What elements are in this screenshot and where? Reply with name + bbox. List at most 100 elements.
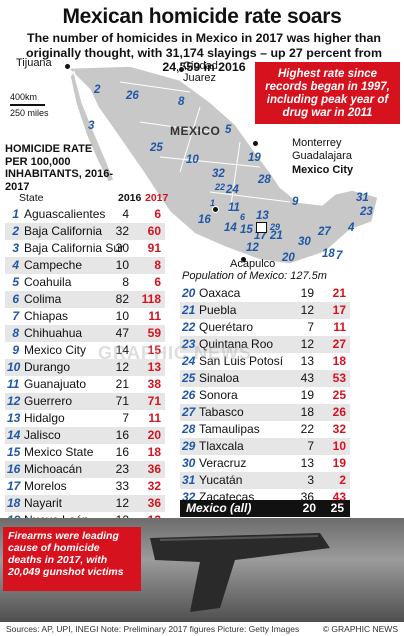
map-number: 13	[256, 210, 269, 222]
state-name: Coahuila	[24, 275, 72, 289]
state-number: 15	[7, 445, 21, 459]
state-name: Sonora	[199, 388, 238, 402]
map-number: 19	[248, 152, 261, 164]
table-row: 16 Michoacán 23 36	[5, 461, 165, 478]
total-2017: 25	[330, 501, 344, 515]
map-number: 2	[94, 84, 101, 96]
state-name: Tlaxcala	[199, 439, 244, 453]
city-label-mexico-city: Mexico City	[292, 164, 354, 176]
value-2016: 19	[300, 286, 314, 300]
value-2016: 47	[115, 326, 129, 340]
state-number: 9	[12, 343, 19, 357]
map-number: 3	[88, 120, 95, 132]
value-2016: 16	[115, 428, 129, 442]
city-label-monterrey: Monterrey	[292, 137, 342, 149]
city-dot	[252, 140, 259, 147]
value-2016: 22	[300, 422, 314, 436]
value-2016: 12	[115, 360, 129, 374]
state-number: 1	[12, 207, 19, 221]
table-row: 7 Chiapas 10 11	[5, 308, 165, 325]
value-2017: 25	[332, 388, 346, 402]
state-number: 17	[7, 479, 21, 493]
value-2016: 7	[122, 411, 129, 425]
mexico-map: MEXICO 2 3 26 8 5 25 10 19 28 32 24 1 11…	[60, 62, 380, 267]
table-row: 12 Guerrero 71 71	[5, 393, 165, 410]
value-2016: 8	[122, 275, 129, 289]
value-2016: 71	[115, 394, 129, 408]
value-2017: 13	[147, 360, 161, 374]
map-number: 29	[270, 222, 281, 232]
value-2016: 32	[115, 224, 129, 238]
map-number: 9	[292, 196, 299, 208]
state-number: 3	[12, 241, 19, 255]
value-2016: 7	[307, 320, 314, 334]
handgun-illustration	[150, 533, 330, 612]
value-2017: 36	[147, 496, 161, 510]
col-state: State	[19, 192, 44, 204]
value-2016: 12	[300, 303, 314, 317]
state-name: Hidalgo	[24, 411, 65, 425]
mexico-map-shape	[66, 65, 379, 265]
table-row: 5 Coahuila 8 6	[5, 274, 165, 291]
value-2016: 13	[300, 456, 314, 470]
state-number: 21	[182, 303, 196, 317]
value-2017: 18	[147, 445, 161, 459]
state-name: Chihuahua	[24, 326, 83, 340]
state-name: Mexico City	[24, 343, 87, 357]
table-row: 20 Oaxaca 19 21	[180, 285, 350, 302]
value-2017: 15	[147, 343, 161, 357]
map-number: 28	[258, 174, 271, 186]
map-number: 1	[210, 198, 216, 208]
city-dot	[178, 66, 185, 73]
value-2017: 10	[332, 439, 346, 453]
scale-bar	[10, 104, 45, 106]
value-2016: 16	[115, 445, 129, 459]
col-2017: 2017	[145, 192, 169, 204]
table-row: 29 Tlaxcala 7 10	[180, 438, 350, 455]
city-dot	[212, 206, 219, 213]
map-number: 32	[212, 168, 225, 180]
state-name: Michoacán	[24, 462, 83, 476]
table-row: 24 San Luis Potosí 13 18	[180, 353, 350, 370]
map-number: 11	[228, 202, 240, 214]
state-number: 30	[182, 456, 196, 470]
value-2017: 71	[147, 394, 161, 408]
state-name: Morelos	[24, 479, 67, 493]
state-number: 13	[7, 411, 21, 425]
state-number: 29	[182, 439, 196, 453]
value-2017: 60	[147, 224, 161, 238]
state-number: 4	[12, 258, 19, 272]
map-number: 25	[150, 142, 163, 154]
value-2017: 27	[332, 337, 346, 351]
state-name: Guerrero	[24, 394, 73, 408]
state-name: Baja California	[24, 224, 103, 238]
table-row: 6 Colima 82 118	[5, 291, 165, 308]
population-label: Population of Mexico: 127.5m	[182, 270, 327, 282]
table-row: 13 Hidalgo 7 11	[5, 410, 165, 427]
value-2016: 10	[115, 258, 129, 272]
state-number: 11	[7, 377, 20, 391]
map-number: 6	[240, 212, 246, 222]
value-2016: 3	[307, 473, 314, 487]
state-number: 28	[182, 422, 196, 436]
state-name: Colima	[24, 292, 62, 306]
state-number: 8	[12, 326, 19, 340]
credit-text: © GRAPHIC NEWS	[322, 624, 398, 634]
table-row: 21 Puebla 12 17	[180, 302, 350, 319]
state-number: 31	[182, 473, 196, 487]
value-2017: 59	[147, 326, 161, 340]
value-2017: 8	[154, 258, 161, 272]
table-row: 17 Morelos 33 32	[5, 478, 165, 495]
state-name: Durango	[24, 360, 71, 374]
state-number: 6	[12, 292, 19, 306]
map-number: 8	[178, 96, 185, 108]
state-name: Chiapas	[24, 309, 69, 323]
table-row: 26 Sonora 19 25	[180, 387, 350, 404]
page-title: Mexican homicide rate soars	[62, 5, 342, 28]
value-2016: 12	[300, 337, 314, 351]
value-2017: 17	[332, 303, 346, 317]
value-2017: 18	[332, 354, 346, 368]
value-2017: 32	[332, 422, 346, 436]
firearms-note: Firearms were leading cause of homicide …	[3, 527, 141, 591]
value-2017: 38	[147, 377, 161, 391]
